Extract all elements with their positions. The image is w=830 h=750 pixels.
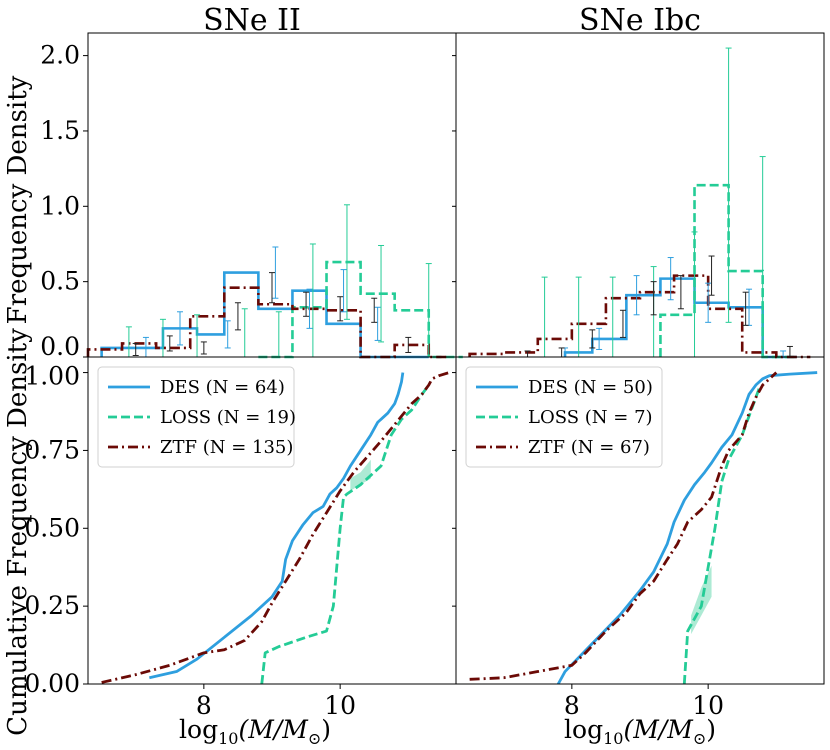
legend-label-des: DES (N = 64) xyxy=(160,377,285,398)
xtick-label: 10 xyxy=(324,691,356,720)
band-loss xyxy=(350,459,371,491)
legend-label-loss: LOSS (N = 7) xyxy=(528,407,653,428)
ytick-label: 0.5 xyxy=(40,267,80,296)
legend-label-ztf: ZTF (N = 67) xyxy=(528,437,650,458)
cdf-sne-ii: DES (N = 64) LOSS (N = 19) ZTF (N = 135) 0.… xyxy=(24,362,450,720)
hist-step-ztf xyxy=(86,286,450,359)
xtick-label: 8 xyxy=(564,691,580,720)
ytick-label: 1.0 xyxy=(40,191,80,220)
ytick-label: 0.00 xyxy=(24,669,80,698)
cdf-line-des xyxy=(556,371,818,685)
xtick-label: 8 xyxy=(196,691,212,720)
legend-box xyxy=(97,366,295,468)
plot-layer: 0.0 0.5 1.0 1.5 2.0 DES (N = 64) LOSS (N = 19)… xyxy=(24,41,818,720)
ytick-label: 0.50 xyxy=(24,513,80,542)
ytick-label: 0.75 xyxy=(24,435,80,464)
ytick-label: 0.0 xyxy=(40,332,80,361)
hist-sne-ii: 0.0 0.5 1.0 1.5 2.0 xyxy=(40,41,463,361)
cdf-sne-ibc: DES (N = 50) LOSS (N = 7) ZTF (N = 67) 8 10 xyxy=(452,366,818,720)
ytick-label: 1.5 xyxy=(40,116,80,145)
hist-step-des xyxy=(100,271,429,359)
ytick-label: 1.00 xyxy=(24,362,80,391)
ylabel-frequency-density: Frequency Density xyxy=(3,75,33,324)
xlabel-right: log10(M/M⊙) xyxy=(564,715,716,748)
cdf-line-des xyxy=(149,372,405,680)
cdf-line-ztf xyxy=(469,371,778,681)
hist-step-ztf xyxy=(468,274,811,359)
cdf-line-loss xyxy=(682,387,761,685)
hist-step-loss xyxy=(258,260,463,359)
ytick-label: 0.25 xyxy=(24,591,80,620)
xtick-label: 10 xyxy=(692,691,724,720)
title-sne-ii: SNe II xyxy=(203,3,301,38)
band-loss xyxy=(691,565,712,635)
title-sne-ibc: SNe Ibc xyxy=(579,3,701,38)
legend-box xyxy=(465,366,663,468)
ytick-label: 2.0 xyxy=(40,41,80,70)
cdf-line-ztf xyxy=(101,371,450,684)
xlabel-left: log10(M/M⊙) xyxy=(179,715,331,748)
legend-label-ztf: ZTF (N = 135) xyxy=(160,437,293,458)
legend-label-loss: LOSS (N = 19) xyxy=(160,407,296,428)
hist-sne-ibc xyxy=(452,47,811,359)
cdf-line-loss xyxy=(260,384,430,685)
ylabel-cumulative-frequency-density: Cumulative Frequency Density xyxy=(3,328,33,736)
legend-label-des: DES (N = 50) xyxy=(528,377,653,398)
